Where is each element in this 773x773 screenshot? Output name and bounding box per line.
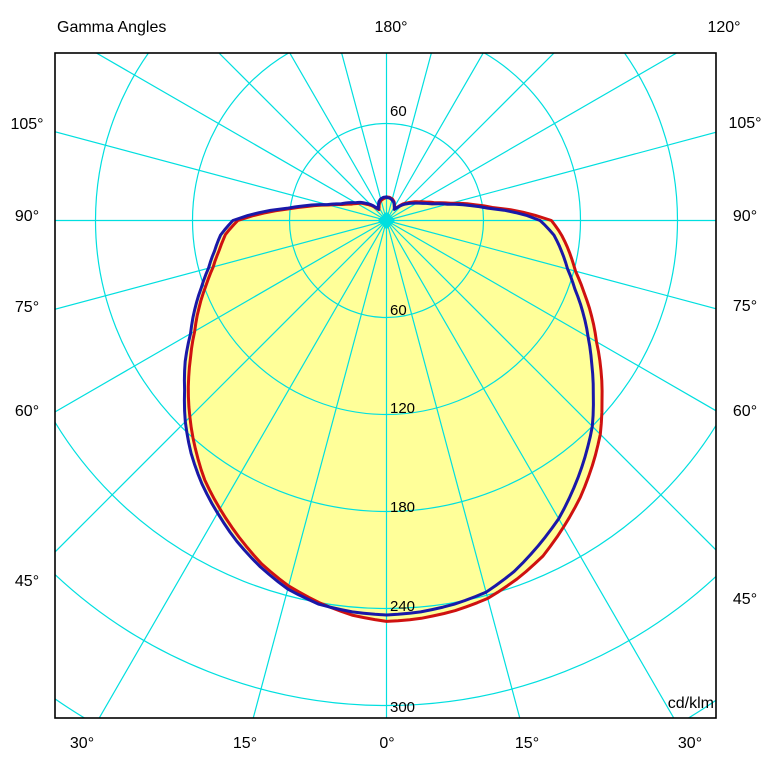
- gamma-label-left-75: 75°: [15, 299, 39, 316]
- grid-ray-75: [386, 219, 716, 310]
- grid-ray-255: [55, 131, 387, 222]
- gamma-label-bottom-left-30: 30°: [70, 735, 94, 752]
- grid-ray-345: [252, 220, 388, 718]
- gamma-label-top-180: 180°: [374, 19, 407, 36]
- gamma-label-right-75: 75°: [733, 298, 757, 315]
- grid-ray-150: [385, 53, 484, 221]
- gamma-label-right-45: 45°: [733, 591, 757, 608]
- chart-title: Gamma Angles: [57, 19, 166, 36]
- radial-tick-120: 120: [390, 400, 415, 417]
- radial-tick-180: 180: [390, 499, 415, 516]
- grid-ray-285: [55, 219, 387, 310]
- unit-label: cd/klm: [668, 695, 714, 712]
- gamma-label-right-105: 105°: [728, 115, 761, 132]
- grid-ray-120: [386, 53, 678, 222]
- gamma-label-left-90: 90°: [15, 208, 39, 225]
- grid-ray-210: [289, 53, 388, 221]
- grid-ray-30: [385, 220, 675, 718]
- gamma-label-top-120: 120°: [707, 19, 740, 36]
- grid-ray-15: [385, 220, 521, 718]
- grid-ray-195: [341, 53, 388, 221]
- center-marker: [377, 211, 396, 230]
- gamma-label-left-60: 60°: [15, 403, 39, 420]
- gamma-label-bottom-0: 0°: [379, 735, 394, 752]
- radial-tick-upper-60: 60: [390, 103, 407, 120]
- gamma-label-left-105: 105°: [10, 116, 43, 133]
- gamma-label-bottom-left-15: 15°: [233, 735, 257, 752]
- gamma-label-left-45: 45°: [15, 573, 39, 590]
- gamma-label-right-60: 60°: [733, 403, 757, 420]
- grid-ray-240: [95, 53, 387, 222]
- grid-ray-315: [55, 220, 387, 553]
- gamma-label-right-90: 90°: [733, 208, 757, 225]
- radial-tick-300: 300: [390, 699, 415, 716]
- blue-curve-fill: [184, 196, 594, 615]
- radial-tick-240: 240: [390, 598, 415, 615]
- grid-ray-225: [218, 53, 387, 221]
- grid-ray-105: [386, 131, 716, 222]
- radial-tick-60: 60: [390, 302, 407, 319]
- grid-ray-165: [385, 53, 432, 221]
- grid-ray-300: [55, 219, 387, 413]
- plot-frame: [54, 52, 717, 719]
- gamma-label-bottom-right-30: 30°: [678, 735, 702, 752]
- grid-ray-330: [98, 220, 388, 718]
- grid-ray-45: [386, 220, 716, 551]
- grid-ray-135: [386, 53, 555, 221]
- grid-ray-60: [386, 219, 716, 412]
- blue-curve: [182, 195, 595, 617]
- gamma-label-bottom-right-15: 15°: [515, 735, 539, 752]
